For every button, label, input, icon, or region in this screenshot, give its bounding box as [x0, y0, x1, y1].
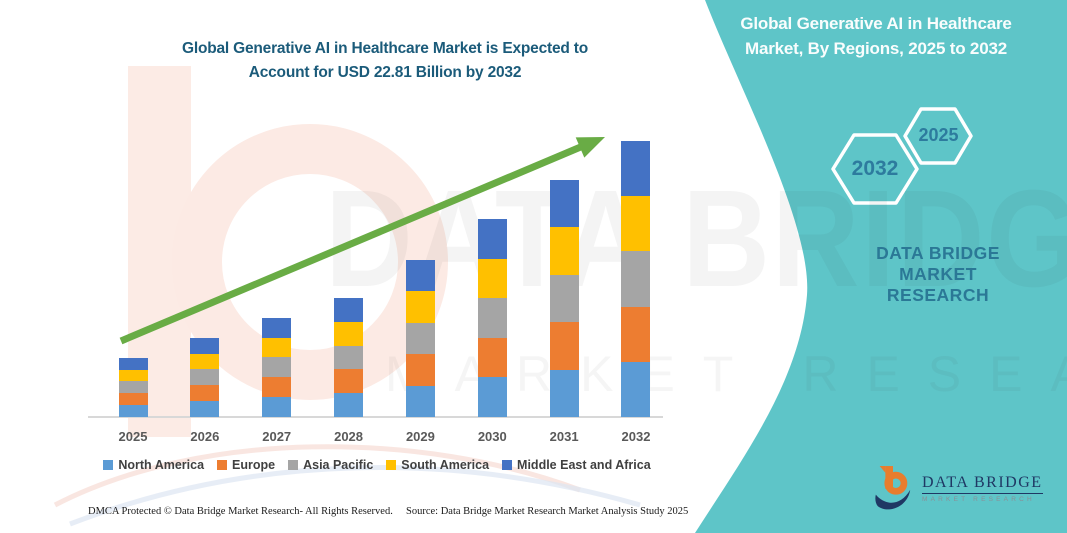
brand-wordmark: DATA BRIDGE MARKET RESEARCH [840, 243, 1036, 306]
logo-tagline-text: MARKET RESEARCH [922, 495, 1035, 503]
segment-2029-middle-east-and-africa [405, 259, 435, 292]
page-title-line1: Global Generative AI in Healthcare Marke… [181, 40, 588, 57]
legend-swatch-icon [386, 460, 397, 470]
bar-2032 [621, 141, 651, 417]
page-title: Global Generative AI in Healthcare Marke… [140, 37, 630, 85]
chart-legend: North America Europe Asia Pacific South Ame… [88, 458, 666, 472]
segment-2025-asia-pacific [118, 381, 148, 394]
segment-2029-south-america [405, 291, 435, 323]
segment-2027-north-america [262, 397, 292, 417]
bar-2030 [477, 219, 507, 417]
bar-2031 [549, 179, 579, 417]
segment-2030-middle-east-and-africa [477, 219, 507, 259]
segment-2028-north-america [334, 393, 364, 417]
segment-2028-europe [334, 369, 364, 394]
segment-2030-north-america [477, 377, 507, 417]
segment-2031-north-america [549, 369, 579, 417]
segment-2032-south-america [621, 196, 651, 252]
segment-2029-north-america [405, 385, 435, 417]
segment-2026-middle-east-and-africa [190, 337, 220, 354]
panel-title-line1: Global Generative AI in Healthcare [740, 14, 1012, 33]
x-axis-label-2026: 2026 [190, 429, 220, 444]
segment-2027-europe [262, 377, 292, 398]
segment-2029-asia-pacific [405, 322, 435, 355]
segment-2025-south-america [118, 369, 148, 382]
segment-2031-south-america [549, 227, 579, 275]
legend-item-north-america: North America [103, 458, 204, 472]
legend-item-middle-east-and-africa: Middle East and Africa [502, 458, 651, 472]
segment-2025-north-america [118, 405, 148, 417]
segment-2028-middle-east-and-africa [334, 297, 364, 322]
copyright-text: DMCA Protected © Data Bridge Market Rese… [88, 506, 393, 517]
segment-2031-europe [549, 322, 579, 370]
segment-2028-asia-pacific [334, 345, 364, 370]
x-axis-line [88, 416, 663, 418]
segment-2026-asia-pacific [190, 369, 220, 386]
segment-2032-north-america [621, 361, 651, 417]
panel-title: Global Generative AI in Healthcare Marke… [711, 11, 1041, 61]
segment-2026-south-america [190, 353, 220, 370]
legend-label: Middle East and Africa [517, 458, 651, 472]
legend-label: North America [118, 458, 205, 472]
segment-2027-asia-pacific [262, 357, 292, 378]
bar-2029 [405, 259, 435, 417]
data-bridge-logo-icon [875, 466, 911, 510]
x-axis-label-2032: 2032 [621, 429, 651, 444]
bar-2025 [118, 357, 148, 417]
x-axis-label-2031: 2031 [549, 429, 579, 444]
segment-2026-north-america [190, 401, 220, 417]
segment-2027-middle-east-and-africa [262, 317, 292, 338]
panel-title-line2: Market, By Regions, 2025 to 2032 [745, 39, 1007, 58]
segment-2030-europe [477, 337, 507, 378]
data-bridge-logo: DATA BRIDGE MARKET RESEARCH [872, 464, 1043, 512]
legend-label: Europe [232, 458, 276, 472]
hexagon-2032-badge: 2032 [851, 157, 899, 180]
legend-swatch-icon [288, 460, 299, 470]
hexagon-2025-badge: 2025 [918, 125, 959, 145]
x-axis-label-2030: 2030 [477, 429, 507, 444]
source-text: Source: Data Bridge Market Research Mark… [406, 506, 689, 517]
x-axis-label-2027: 2027 [262, 429, 292, 444]
logo-name-text: DATA BRIDGE [922, 474, 1043, 494]
legend-label: Asia Pacific [303, 458, 374, 472]
brand-line2: RESEARCH [886, 285, 990, 305]
segment-2031-asia-pacific [549, 274, 579, 323]
segment-2030-asia-pacific [477, 298, 507, 338]
bar-2028 [334, 297, 364, 417]
teal-side-panel [695, 0, 1067, 533]
segment-2025-europe [118, 393, 148, 406]
bar-2027 [262, 317, 292, 417]
segment-2032-asia-pacific [621, 251, 651, 307]
segment-2026-europe [190, 385, 220, 402]
legend-item-south-america: South America [386, 458, 489, 472]
legend-item-europe: Europe [217, 458, 275, 472]
segment-2025-middle-east-and-africa [118, 357, 148, 370]
segment-2029-europe [405, 354, 435, 386]
bar-2026 [190, 337, 220, 417]
segment-2031-middle-east-and-africa [549, 179, 579, 228]
segment-2032-middle-east-and-africa [621, 141, 651, 197]
brand-line1: DATA BRIDGE MARKET [876, 243, 1000, 284]
legend-swatch-icon [217, 460, 228, 470]
legend-label: South America [401, 458, 490, 472]
legend-swatch-icon [103, 460, 114, 470]
hexagon-2032-outline-icon [831, 133, 919, 205]
page-title-line2: Account for USD 22.81 Billion by 2032 [248, 64, 522, 81]
x-axis-label-2029: 2029 [405, 429, 435, 444]
x-axis-label-2025: 2025 [118, 429, 148, 444]
legend-swatch-icon [502, 460, 513, 470]
x-axis-label-2028: 2028 [334, 429, 364, 444]
segment-2030-south-america [477, 258, 507, 299]
segment-2028-south-america [334, 321, 364, 346]
hexagon-2025-outline-icon [903, 107, 973, 165]
legend-item-asia-pacific: Asia Pacific [288, 458, 373, 472]
segment-2032-europe [621, 306, 651, 362]
segment-2027-south-america [262, 337, 292, 358]
